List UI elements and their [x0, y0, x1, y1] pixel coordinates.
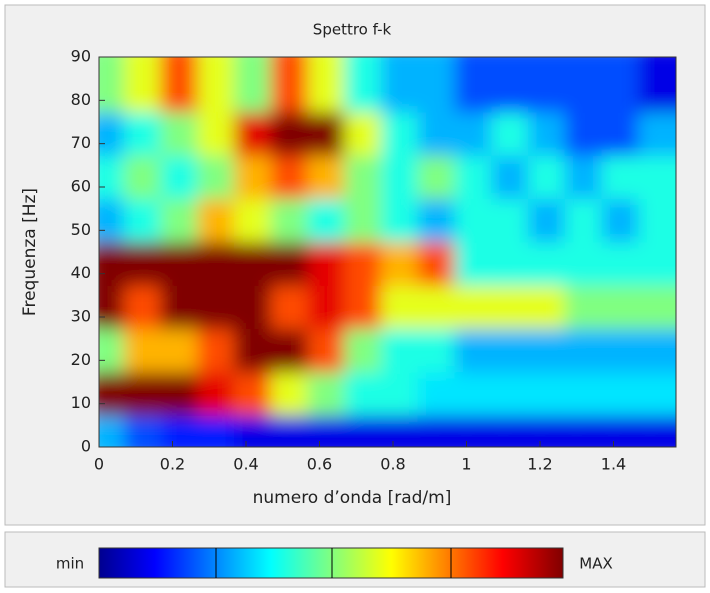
y-tick-label: 70: [71, 133, 91, 152]
x-tick-label: 0.6: [307, 455, 332, 474]
heat-cell: [638, 57, 676, 113]
x-tick-label: 1.2: [527, 455, 552, 474]
x-tick-label: 0.8: [380, 455, 405, 474]
y-tick-label: 20: [71, 350, 91, 369]
heatmap: [99, 57, 676, 447]
colorbar: [98, 547, 564, 579]
y-tick-label: 60: [71, 177, 91, 196]
colorbar-min: min: [56, 555, 84, 573]
x-tick-label: 0: [94, 455, 104, 474]
y-tick-label: 40: [71, 263, 91, 282]
chart-title: Spettro f-k: [313, 21, 392, 39]
x-tick-label: 1.4: [601, 455, 626, 474]
y-tick-label: 30: [71, 307, 91, 326]
colorbar-max: MAX: [579, 555, 612, 573]
y-tick-label: 90: [71, 47, 91, 66]
x-axis-label: numero d’onda [rad/m]: [253, 488, 452, 508]
y-axis-label: Frequenza [Hz]: [20, 188, 40, 316]
y-tick-label: 50: [71, 220, 91, 239]
x-tick-label: 0.2: [160, 455, 185, 474]
x-tick-label: 1: [461, 455, 471, 474]
x-tick-label: 0.4: [233, 455, 258, 474]
y-tick-label: 80: [71, 90, 91, 109]
y-tick-label: 10: [71, 393, 91, 412]
y-tick-label: 0: [81, 437, 91, 456]
plot-frame: [98, 56, 677, 448]
